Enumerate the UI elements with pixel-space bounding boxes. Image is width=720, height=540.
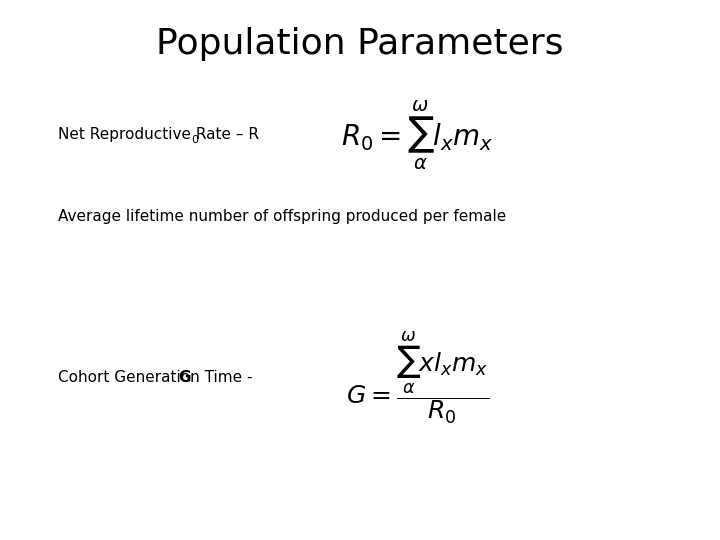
Text: Population Parameters: Population Parameters [156,27,564,61]
Text: Average lifetime number of offspring produced per female: Average lifetime number of offspring pro… [58,208,506,224]
Text: $R_0 = \sum_{\alpha}^{\omega} l_x m_x$: $R_0 = \sum_{\alpha}^{\omega} l_x m_x$ [341,98,494,172]
Text: $G = \dfrac{\sum_{\alpha}^{\omega} x l_x m_x}{R_0}$: $G = \dfrac{\sum_{\alpha}^{\omega} x l_x… [346,330,489,426]
Text: 0: 0 [192,136,199,145]
Text: Cohort Generation Time -: Cohort Generation Time - [58,370,257,386]
Text: Net Reproductive Rate – R: Net Reproductive Rate – R [58,127,258,143]
Text: G: G [179,370,191,386]
